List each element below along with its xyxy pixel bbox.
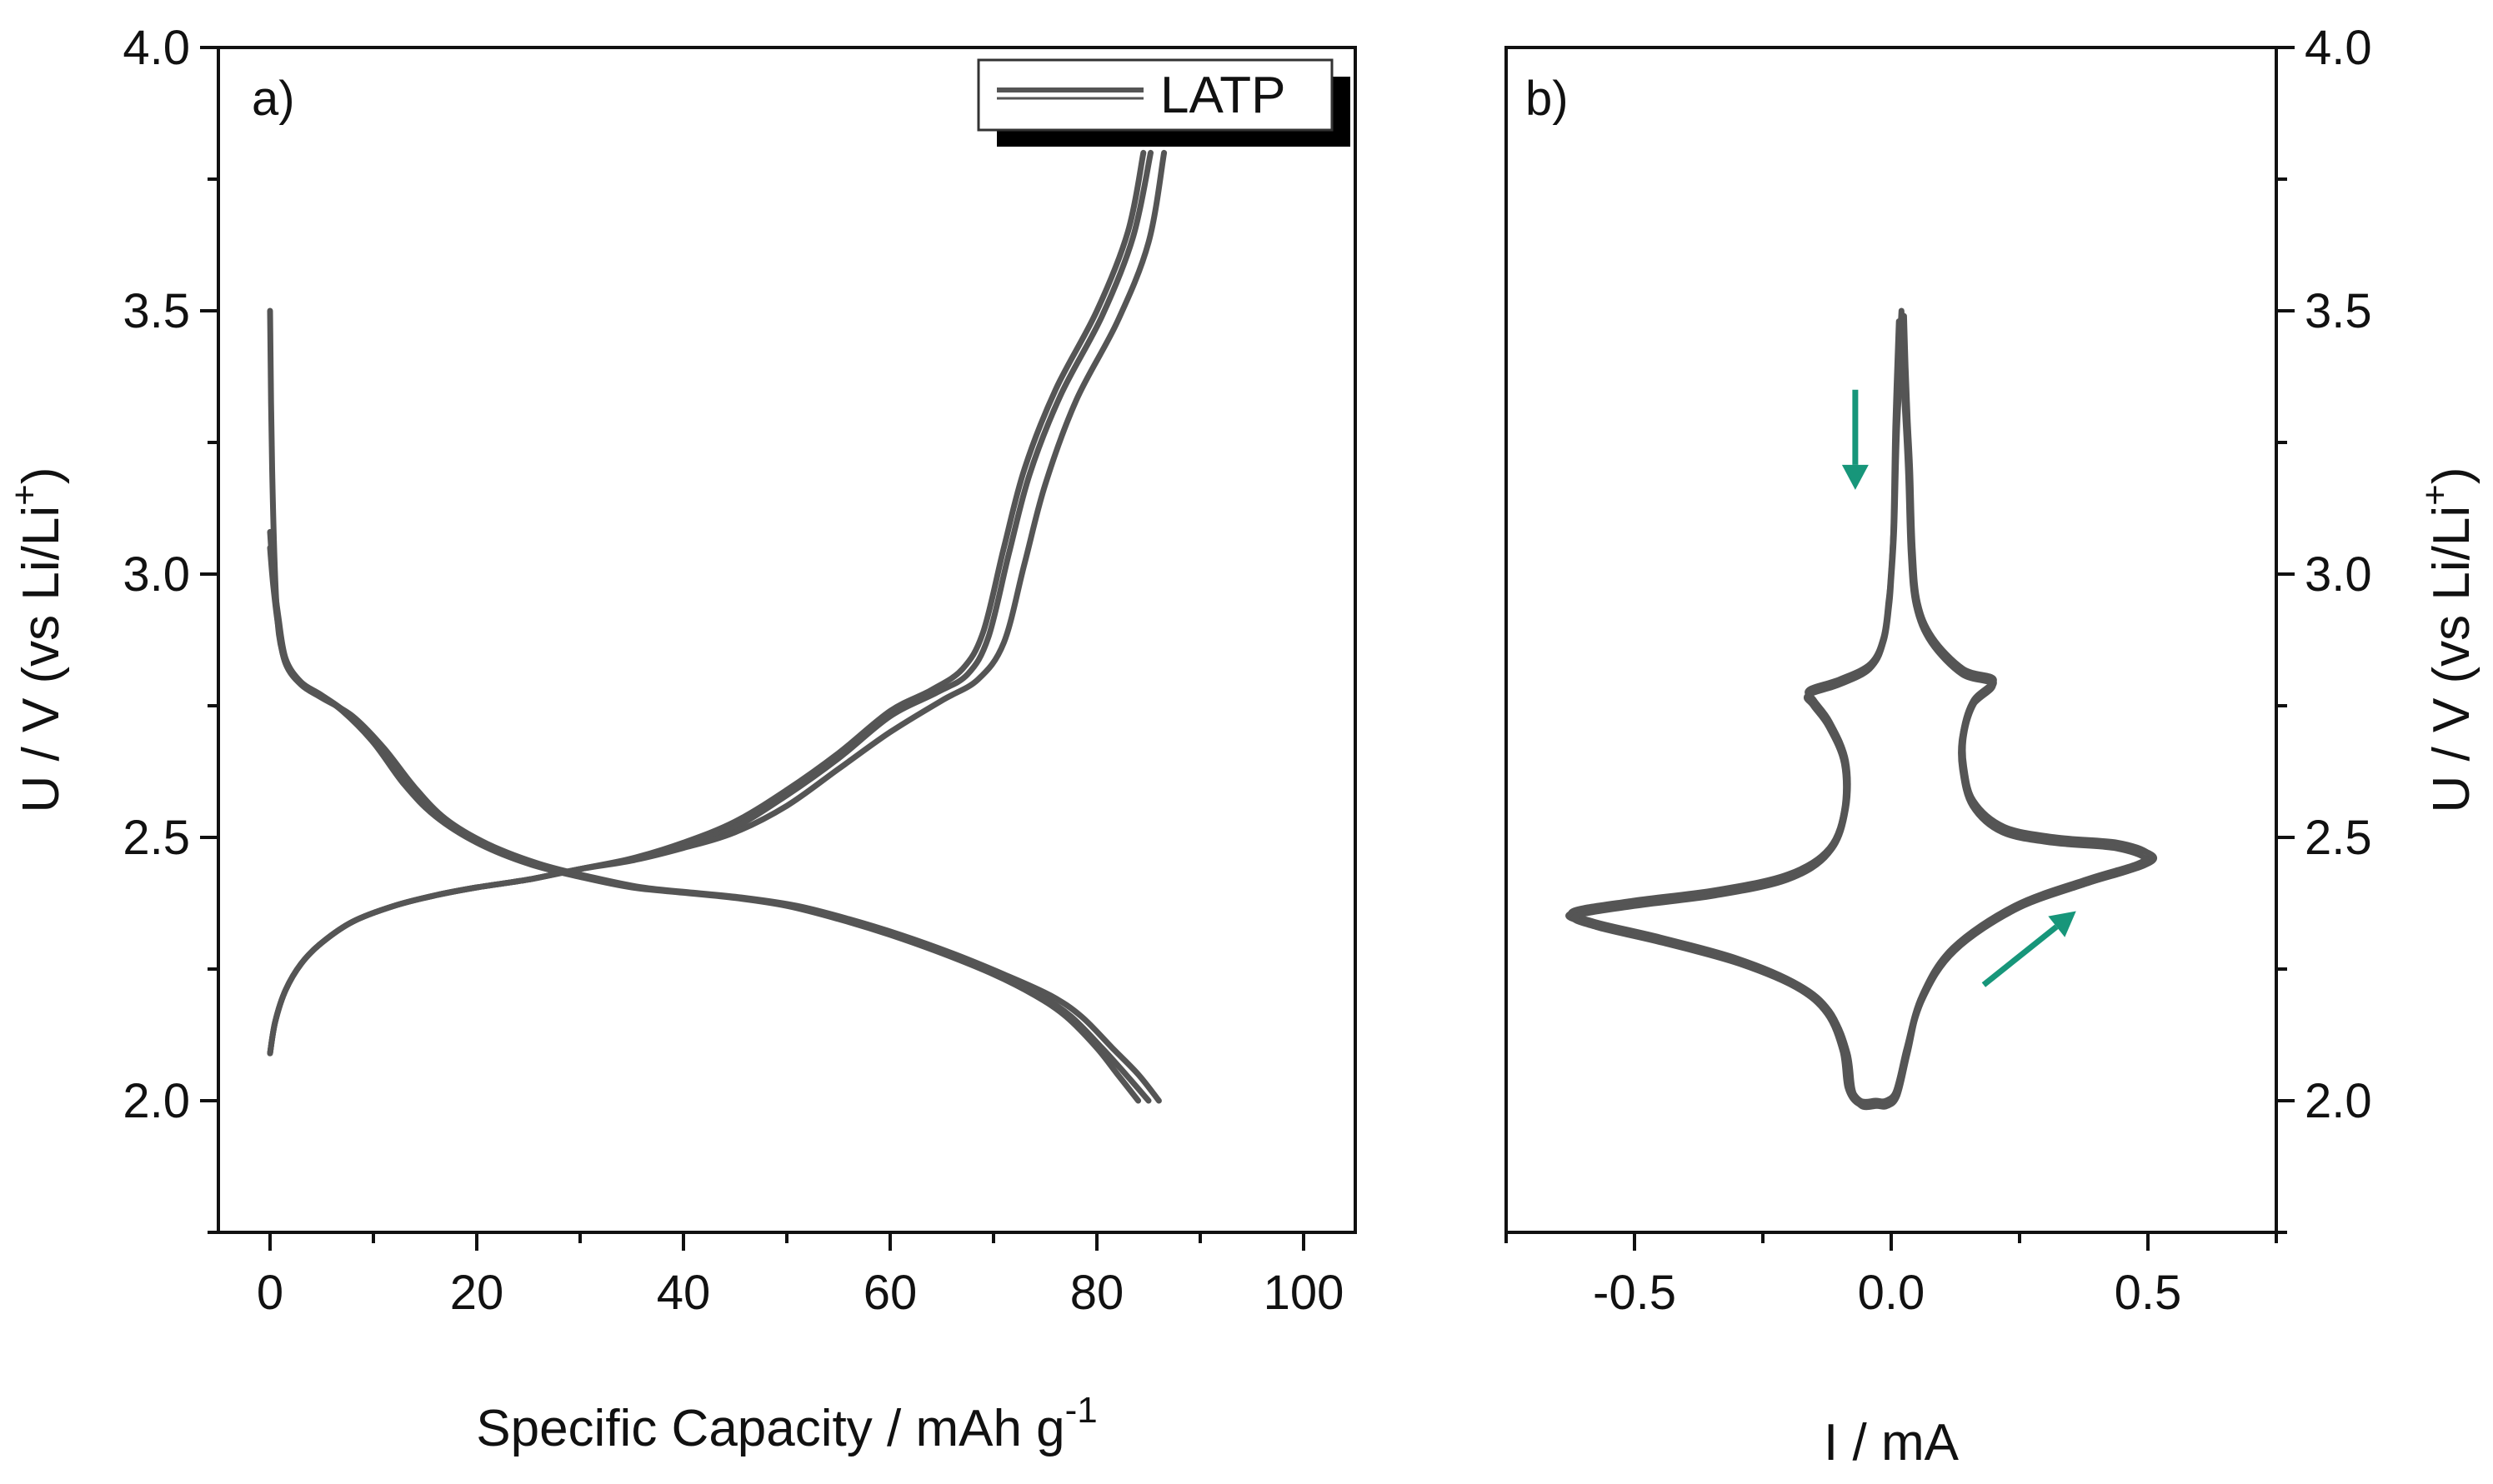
panel-a-y-tick-label: 4.0 bbox=[123, 21, 190, 75]
panel-b-y-tick-label: 3.0 bbox=[2305, 547, 2372, 602]
panel-a-x-tick-label: 60 bbox=[864, 1266, 918, 1320]
panel-b-label: b) bbox=[1525, 72, 1569, 126]
legend-label: LATP bbox=[1160, 67, 1285, 124]
panel-b-frame bbox=[1504, 46, 2278, 1234]
panel-a-x-tick-label: 40 bbox=[657, 1266, 711, 1320]
panel-a-frame bbox=[217, 46, 1357, 1234]
panel-a: 0 20 40 60 80 100 2.0 2.5 3.0 3.5 4.0 a) LATP Spe… bbox=[4, 21, 1357, 1457]
panel-a-y-ticks: 2.0 2.5 3.0 3.5 4.0 bbox=[123, 21, 218, 1234]
panel-a-x-tick-label: 20 bbox=[450, 1266, 504, 1320]
panel-a-series-line-6 bbox=[267, 149, 1168, 1057]
panel-b-y-tick-label: 2.5 bbox=[2305, 811, 2372, 865]
panel-b-arrows bbox=[1841, 389, 2076, 987]
panel-b-series-group bbox=[1565, 307, 2158, 1111]
panel-a-x-tick-label: 0 bbox=[257, 1266, 283, 1320]
panel-b: -0.5 0.0 0.5 2.0 2.5 3.0 3.5 4.0 b) I / mA U /… bbox=[1504, 21, 2480, 1472]
panel-a-series-group bbox=[267, 149, 1168, 1104]
panel-b-series-line-2 bbox=[1565, 312, 2158, 1108]
panel-b-y-tick-label: 3.5 bbox=[2305, 284, 2372, 338]
panel-b-x-ticks: -0.5 0.0 0.5 bbox=[1504, 1232, 2278, 1320]
panel-b-x-axis-title: I / mA bbox=[1824, 1414, 1960, 1472]
panel-b-arrow-head-1 bbox=[1841, 464, 1869, 490]
panel-a-x-tick-label: 100 bbox=[1264, 1266, 1344, 1320]
panel-b-x-tick-label: 0.5 bbox=[2115, 1266, 2182, 1320]
panel-a-x-axis-title: Specific Capacity / mAh g-1 bbox=[476, 1390, 1098, 1457]
panel-a-y-tick-label: 3.5 bbox=[123, 284, 190, 338]
panel-b-y-axis-title: U / V (vs Li/Li+) bbox=[2415, 467, 2480, 813]
panel-a-x-tick-label: 80 bbox=[1070, 1266, 1124, 1320]
panel-b-y-tick-label: 2.0 bbox=[2305, 1074, 2372, 1128]
panel-a-series-line-1 bbox=[267, 307, 1142, 1104]
panel-a-y-tick-label: 2.0 bbox=[123, 1074, 190, 1128]
panel-b-arrow-shaft-2 bbox=[1981, 924, 2059, 987]
panel-b-x-tick-label: 0.0 bbox=[1858, 1266, 1925, 1320]
panel-a-series-line-3 bbox=[267, 544, 1162, 1104]
panel-b-arrow-head-2 bbox=[2048, 911, 2076, 937]
panel-a-x-ticks: 0 20 40 60 80 100 bbox=[257, 1232, 1344, 1320]
panel-a-y-axis-title: U / V (vs Li/Li+) bbox=[4, 467, 70, 813]
panel-b-series-line-1 bbox=[1568, 307, 2152, 1105]
panel-b-series-line-3 bbox=[1570, 318, 2150, 1111]
panel-a-series-line-5 bbox=[267, 149, 1154, 1057]
panel-b-y-ticks: 2.0 2.5 3.0 3.5 4.0 bbox=[2276, 21, 2372, 1234]
panel-a-y-tick-label: 2.5 bbox=[123, 811, 190, 865]
panel-a-series-line-2 bbox=[267, 528, 1152, 1104]
panel-a-y-tick-label: 3.0 bbox=[123, 547, 190, 602]
legend-box bbox=[977, 58, 1334, 132]
panel-a-label: a) bbox=[252, 72, 295, 126]
legend: LATP bbox=[977, 58, 1350, 147]
panel-b-x-tick-label: -0.5 bbox=[1593, 1266, 1676, 1320]
panel-b-y-tick-label: 4.0 bbox=[2305, 21, 2372, 75]
